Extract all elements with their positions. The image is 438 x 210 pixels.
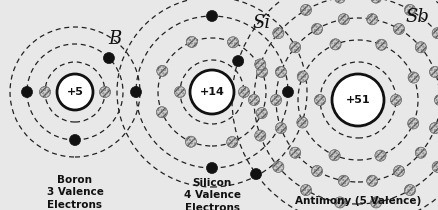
Circle shape [239,87,250,97]
Circle shape [332,74,384,126]
Text: +51: +51 [346,95,370,105]
Circle shape [314,94,325,105]
Circle shape [131,87,141,97]
Circle shape [248,94,259,105]
Circle shape [391,94,402,105]
Circle shape [338,175,349,186]
Circle shape [432,161,438,172]
Text: +5: +5 [67,87,83,97]
Circle shape [255,59,266,70]
Circle shape [233,56,244,67]
Circle shape [271,94,282,105]
Circle shape [157,65,168,76]
Circle shape [283,87,293,97]
Circle shape [311,24,322,34]
Circle shape [329,150,340,161]
Circle shape [156,107,167,118]
Text: Si: Si [252,14,270,32]
Circle shape [103,52,114,64]
Circle shape [408,72,419,83]
Circle shape [432,28,438,39]
Circle shape [371,197,381,208]
Circle shape [228,37,239,48]
Circle shape [297,117,308,128]
Text: Silicon
4 Valence
Electrons: Silicon 4 Valence Electrons [184,178,240,210]
Circle shape [376,39,387,50]
Text: Antimony (5 Valence): Antimony (5 Valence) [295,196,421,206]
Circle shape [256,108,267,119]
Circle shape [290,42,300,53]
Circle shape [174,87,186,97]
Circle shape [434,94,438,105]
Circle shape [311,165,322,177]
Text: B: B [108,30,121,48]
Circle shape [21,87,32,97]
Circle shape [371,0,381,3]
Circle shape [367,175,378,186]
Circle shape [206,10,218,21]
Circle shape [408,118,419,129]
Circle shape [190,70,234,114]
Circle shape [70,134,81,146]
Circle shape [206,163,218,173]
Circle shape [99,87,110,97]
Circle shape [297,71,308,82]
Circle shape [393,24,405,34]
Circle shape [257,66,268,77]
Circle shape [335,197,346,208]
Circle shape [300,4,311,15]
Circle shape [273,161,284,172]
Text: Boron
3 Valence
Electrons: Boron 3 Valence Electrons [46,175,103,210]
Circle shape [330,39,341,50]
Circle shape [430,123,438,134]
Text: Sb: Sb [405,8,429,26]
Circle shape [276,123,286,134]
Text: +14: +14 [200,87,224,97]
Circle shape [255,130,266,141]
Circle shape [405,4,416,15]
Circle shape [415,147,426,158]
Circle shape [367,14,378,25]
Circle shape [393,165,405,177]
Circle shape [300,185,311,196]
Circle shape [39,87,50,97]
Circle shape [186,36,197,47]
Circle shape [338,14,349,25]
Circle shape [415,42,426,53]
Circle shape [227,136,238,148]
Circle shape [251,169,261,180]
Circle shape [290,147,300,158]
Circle shape [185,136,196,147]
Circle shape [57,74,93,110]
Circle shape [273,28,284,39]
Circle shape [405,185,416,196]
Circle shape [335,0,346,3]
Circle shape [375,150,386,161]
Circle shape [276,66,286,77]
Circle shape [430,66,438,77]
